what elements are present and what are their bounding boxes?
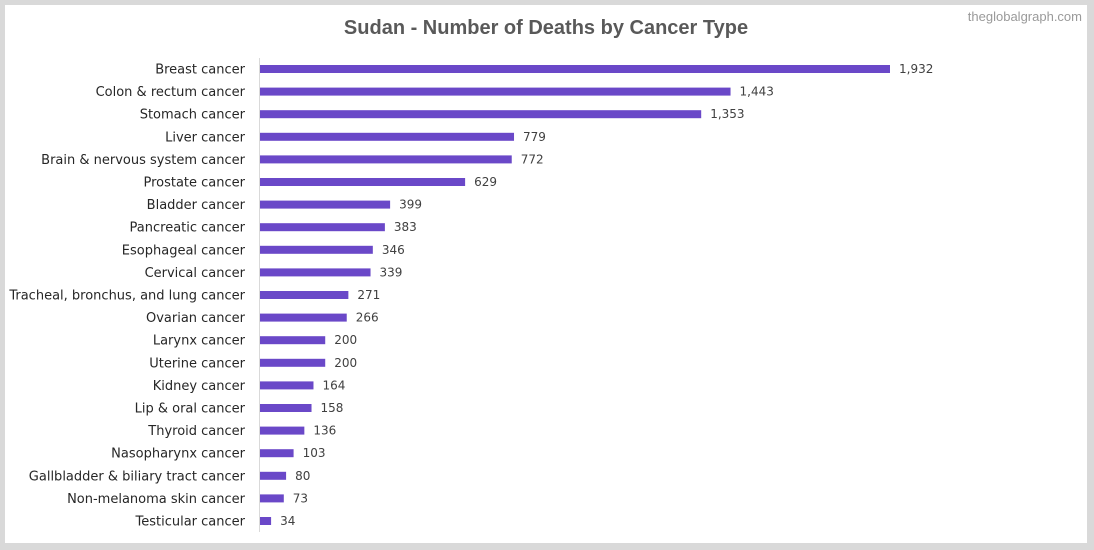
value-label: 399 [399,198,422,212]
bar [260,223,385,232]
category-label: Nasopharynx cancer [111,447,245,462]
value-label: 200 [334,333,357,347]
category-label: Esophageal cancer [122,243,246,258]
watermark-text: theglobalgraph.com [968,9,1082,24]
bar [260,65,890,73]
value-label: 772 [521,152,544,166]
value-label: 266 [356,311,379,325]
bar [260,449,294,458]
value-label: 80 [295,469,310,483]
category-label: Tracheal, bronchus, and lung cancer [8,289,245,304]
bar [260,132,515,141]
bar [260,494,284,503]
category-label: Breast cancer [155,63,245,78]
category-label: Cervical cancer [145,266,246,281]
chart-title: Sudan - Number of Deaths by Cancer Type [344,17,748,39]
category-label: Brain & nervous system cancer [41,153,245,168]
value-label: 779 [523,130,546,144]
bar [260,471,287,480]
value-label: 1,932 [899,62,933,76]
bar [260,358,326,367]
category-label: Kidney cancer [153,379,246,394]
value-label: 1,443 [740,85,774,99]
value-label: 346 [382,243,405,257]
category-label: Bladder cancer [147,198,246,213]
category-label: Liver cancer [165,130,246,145]
bar [260,336,326,345]
value-label: 34 [280,514,295,528]
category-label: Testicular cancer [135,515,246,530]
category-label: Colon & rectum cancer [96,85,246,100]
category-label: Lip & oral cancer [135,402,246,417]
value-label: 136 [313,424,336,438]
bar [260,291,349,299]
category-label: Non-melanoma skin cancer [67,492,246,507]
bars-group: Breast cancer 1,932 Colon & rectum cancer 1… [8,62,933,530]
value-label: 73 [293,491,308,505]
category-label: Uterine cancer [149,356,245,371]
category-label: Pancreatic cancer [130,221,246,236]
bar [260,178,466,186]
value-label: 164 [322,378,345,392]
value-label: 103 [303,446,326,460]
value-label: 1,353 [710,107,744,121]
bar [260,381,314,390]
bar [260,110,702,119]
value-label: 158 [321,401,344,415]
category-label: Gallbladder & biliary tract cancer [29,469,246,484]
category-label: Larynx cancer [153,334,246,349]
bar [260,404,312,412]
bar [260,268,371,277]
bar [260,155,512,164]
value-label: 629 [474,175,497,189]
bar [260,517,272,525]
bar [260,313,347,322]
category-label: Thyroid cancer [147,424,245,439]
category-label: Stomach cancer [140,108,246,123]
value-label: 200 [334,356,357,370]
category-label: Prostate cancer [143,176,245,191]
value-label: 271 [357,288,380,302]
category-label: Ovarian cancer [146,311,246,326]
value-label: 339 [380,265,403,279]
bar [260,200,391,209]
bar [260,87,731,96]
value-label: 383 [394,220,417,234]
bar [260,426,305,435]
bar [260,245,373,254]
